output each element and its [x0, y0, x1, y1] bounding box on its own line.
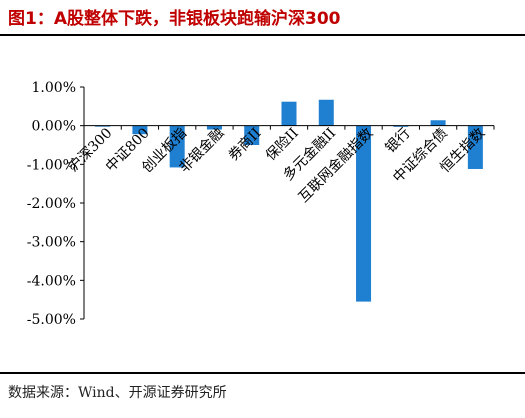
bar [356, 125, 372, 302]
y-tick-label: -4.00% [27, 273, 76, 289]
bar [281, 101, 297, 126]
source-note: 数据来源：Wind、开源证券研究所 [8, 385, 227, 401]
y-tick-label: -3.00% [27, 235, 76, 251]
y-tick-label: 0.00% [32, 119, 76, 135]
y-tick-label: -1.00% [27, 157, 76, 173]
bar [430, 120, 446, 126]
y-tick-label: -5.00% [27, 312, 76, 328]
bar [467, 125, 483, 169]
y-tick-label: 1.00% [32, 80, 76, 96]
bar [318, 99, 334, 126]
bar [169, 125, 185, 168]
bar [244, 125, 260, 145]
bottom-rule [0, 372, 525, 374]
y-tick-label: -2.00% [27, 196, 76, 212]
figure-title: 图1：A股整体下跌，非银板块跑输沪深300 [8, 9, 341, 29]
x-tick-label: 银行 [383, 125, 414, 156]
top-rule [0, 34, 525, 36]
bar [132, 125, 148, 135]
bar [393, 125, 409, 127]
bar [206, 125, 222, 130]
bar-chart: 1.00% 0.00% -1.00% -2.00% -3.00% -4.00% -5.00%… [27, 80, 495, 328]
